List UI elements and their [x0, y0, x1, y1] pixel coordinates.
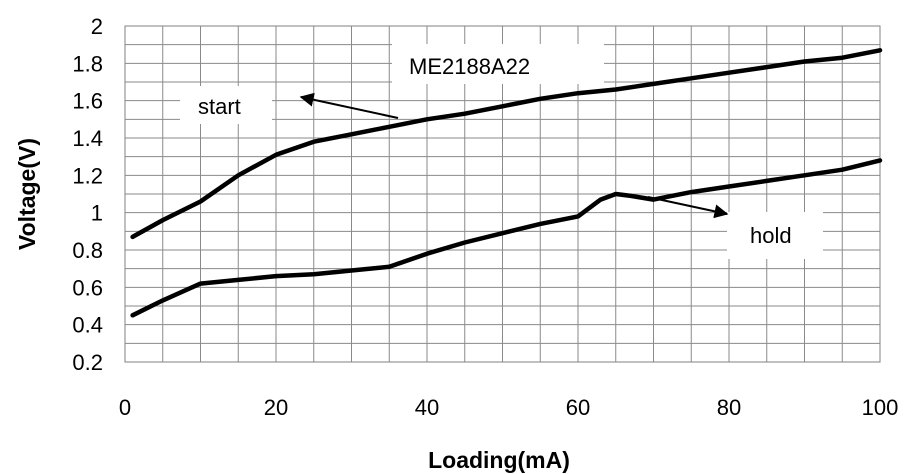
y-tick-label: 1.8 [72, 51, 103, 76]
start-label-box [180, 86, 272, 124]
y-tick-label: 0.4 [72, 313, 103, 338]
start-arrow [299, 92, 399, 119]
series-line-hold [130, 158, 883, 318]
y-tick-label: 0.6 [72, 275, 103, 300]
model-label-box [392, 44, 604, 84]
hold-arrow [647, 196, 729, 219]
annotations: ME2188A22 start hold [180, 44, 823, 259]
start-label: start [198, 94, 241, 119]
y-tick-label: 0.8 [72, 238, 103, 263]
y-tick-label: 1.6 [72, 89, 103, 114]
y-tick-label: 0.2 [72, 350, 103, 375]
series-group [130, 48, 883, 318]
x-tick-label: 40 [415, 395, 439, 420]
x-tick-label: 20 [264, 395, 288, 420]
y-tick-label: 1.2 [72, 163, 103, 188]
y-tick-label: 1 [91, 201, 103, 226]
y-tick-label: 1.4 [72, 126, 103, 151]
y-axis-title: Voltage(V) [14, 138, 40, 250]
x-axis-title: Loading(mA) [428, 447, 570, 473]
hold-label-box [727, 212, 823, 259]
series-line-start [130, 48, 883, 240]
y-tick-label: 2 [91, 14, 103, 39]
x-tick-label: 60 [566, 395, 590, 420]
x-tick-label: 80 [717, 395, 741, 420]
x-tick-label: 0 [119, 395, 131, 420]
hold-label: hold [750, 223, 792, 248]
model-label: ME2188A22 [409, 54, 530, 79]
tick-labels: 0 20 40 60 80 100 0.2 0.4 0.6 0.8 1 1.2 1.4 1.6 1.8 2 [72, 14, 898, 420]
x-tick-label: 100 [862, 395, 899, 420]
